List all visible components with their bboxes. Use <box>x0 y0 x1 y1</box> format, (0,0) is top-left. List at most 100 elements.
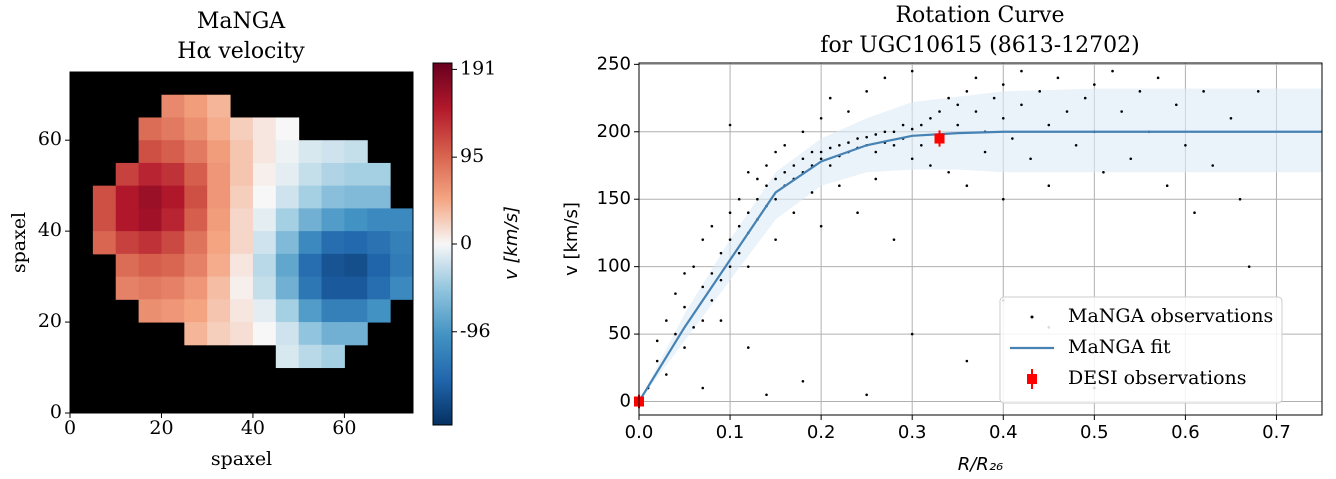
map-cell <box>344 253 368 278</box>
map-cell <box>161 276 185 300</box>
map-cell <box>298 322 323 346</box>
data-point <box>792 164 796 167</box>
data-point <box>865 135 868 139</box>
data-point <box>737 197 741 201</box>
map-cell <box>115 231 140 255</box>
data-point <box>1129 157 1133 161</box>
map-cell <box>161 185 185 209</box>
map-cell <box>138 299 162 323</box>
data-point <box>1065 110 1069 113</box>
data-point <box>1256 90 1260 93</box>
data-point <box>1093 83 1096 86</box>
map-cell <box>252 322 277 346</box>
map-cell <box>321 322 345 346</box>
data-point <box>701 319 705 322</box>
data-point <box>683 305 686 309</box>
axes-frame <box>638 62 1323 416</box>
y-tick-label: 20 <box>38 310 62 332</box>
map-cell <box>207 231 231 255</box>
data-point <box>929 116 932 120</box>
data-point <box>801 157 805 161</box>
data-point <box>756 197 759 201</box>
map-cell <box>207 140 231 164</box>
data-point <box>683 346 686 349</box>
data-point <box>728 238 732 241</box>
map-cell <box>184 253 208 278</box>
data-point <box>838 143 841 147</box>
data-point <box>947 170 950 174</box>
data-point <box>865 393 868 397</box>
data-point <box>983 150 987 154</box>
y-axis-label: v [km/s] <box>561 202 582 276</box>
map-cell <box>298 208 323 232</box>
data-point <box>1138 90 1142 93</box>
data-point <box>710 272 714 275</box>
map-cell <box>390 276 414 300</box>
legend-label: MaNGA observations <box>1068 305 1273 327</box>
map-cell <box>230 322 254 346</box>
axes-frame <box>69 71 414 414</box>
map-cell <box>207 299 231 323</box>
colorbar-tick-label: -96 <box>460 320 491 342</box>
data-point <box>1011 137 1014 140</box>
map-cell <box>230 117 254 141</box>
map-cell <box>207 117 231 141</box>
data-point <box>974 110 978 113</box>
data-point <box>1001 83 1005 86</box>
data-point <box>728 265 732 268</box>
data-point <box>828 146 832 150</box>
map-cell <box>275 162 300 187</box>
map-cell <box>344 162 368 187</box>
map-cell <box>207 94 231 118</box>
data-point <box>828 164 832 167</box>
map-cell <box>252 231 277 255</box>
x-tick-label: 0.7 <box>1262 422 1291 443</box>
map-cell <box>138 162 162 187</box>
map-cell <box>275 185 300 209</box>
map-cell <box>321 231 345 255</box>
data-point <box>892 238 896 241</box>
data-point <box>847 110 850 113</box>
data-point <box>701 238 705 241</box>
map-cell <box>344 299 368 323</box>
data-point <box>665 373 668 376</box>
map-cell <box>230 299 254 323</box>
data-point <box>929 164 932 167</box>
map-cell <box>207 276 231 300</box>
map-cell <box>344 322 368 346</box>
data-point <box>874 177 878 181</box>
map-cell <box>184 208 208 232</box>
map-cell <box>184 276 208 300</box>
data-point <box>1156 76 1160 80</box>
map-cell <box>138 185 162 209</box>
data-point <box>655 339 659 343</box>
y-tick-label: 100 <box>597 256 631 277</box>
data-point <box>974 76 978 80</box>
data-point <box>910 157 914 161</box>
y-tick-label: 200 <box>597 121 631 142</box>
x-tick-label: 0 <box>64 417 76 439</box>
legend-label: DESI observations <box>1068 367 1247 389</box>
data-point <box>819 224 823 228</box>
map-cell <box>321 208 345 232</box>
map-cell <box>184 322 208 346</box>
map-cell <box>115 276 140 300</box>
map-cell <box>161 208 185 232</box>
data-point <box>683 272 686 275</box>
data-point <box>1193 211 1196 215</box>
x-tick-label: 0.1 <box>716 422 745 443</box>
data-point <box>801 379 805 383</box>
map-cell <box>275 208 300 232</box>
data-point <box>874 150 878 154</box>
map-cell <box>275 276 300 300</box>
map-cell <box>92 185 117 209</box>
data-point <box>992 96 996 100</box>
data-point <box>1174 103 1178 107</box>
data-point <box>856 137 859 140</box>
map-cell <box>161 94 185 118</box>
map-cell <box>344 140 368 164</box>
data-point <box>819 116 823 120</box>
map-cell <box>275 117 300 141</box>
map-cell <box>367 253 391 278</box>
